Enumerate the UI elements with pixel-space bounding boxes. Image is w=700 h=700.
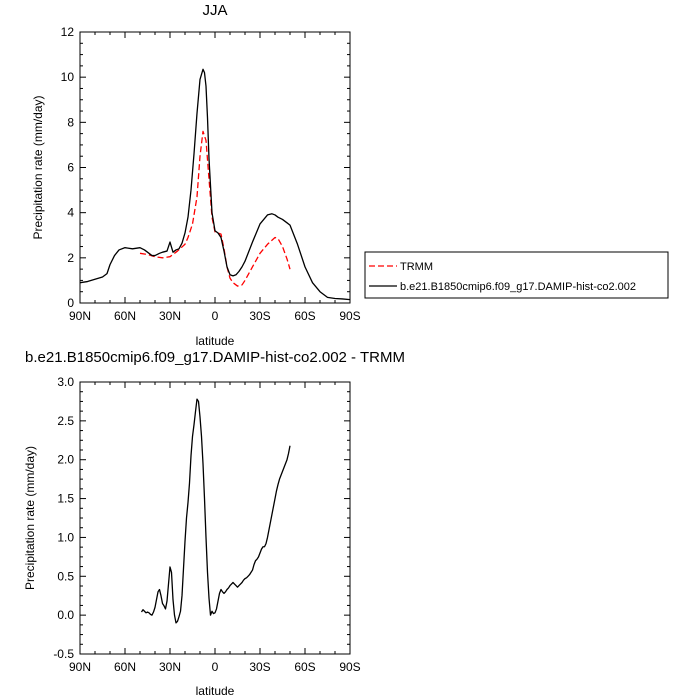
top-y-tick-label-2: 2 — [67, 251, 74, 265]
top-y-tick-label-10: 10 — [61, 70, 75, 84]
bottom-y-tick-label-2-0: 2.0 — [57, 453, 74, 467]
bottom-chart-title: b.e21.B1850cmip6.f09_g17.DAMIP-hist-co2.… — [25, 349, 405, 366]
top-x-tick-label-30s: 30S — [249, 309, 270, 323]
bottom-series-lines — [140, 398, 291, 624]
bottom-y-axis-label: Precipitation rate (mm/day) — [23, 446, 37, 590]
bottom-x-tick-label-60s: 60S — [294, 660, 315, 674]
bottom-x-tick-label-90s: 90S — [339, 660, 360, 674]
top-x-tick-label-60s: 60S — [294, 309, 315, 323]
top-y-tick-label-6: 6 — [67, 161, 74, 175]
legend-label-model: b.e21.B1850cmip6.f09_g17.DAMIP-hist-co2.… — [400, 281, 636, 293]
top-y-tick-label-4: 4 — [67, 206, 74, 220]
bottom-y-tick-label-1-5: 1.5 — [57, 492, 74, 506]
top-x-tick-label-0: 0 — [212, 309, 219, 323]
bottom-y-axis: -0.5 0.0 0.5 1.0 1.5 2.0 2.5 3.0 — [53, 375, 350, 661]
top-series-lines — [79, 68, 351, 301]
bottom-x-tick-label-30n: 30N — [159, 660, 181, 674]
top-y-axis-label: Precipitation rate (mm/day) — [31, 95, 45, 239]
top-chart-title: JJA — [202, 2, 227, 19]
top-x-axis-label: latitude — [196, 334, 235, 348]
bottom-y-tick-label-2-5: 2.5 — [57, 414, 74, 428]
legend-box — [364, 251, 669, 299]
bottom-y-tick-label-0-5: -0.5 — [53, 647, 74, 661]
bottom-x-axis-label: latitude — [196, 684, 235, 698]
top-y-tick-label-0: 0 — [67, 296, 74, 310]
top-y-tick-label-8: 8 — [67, 115, 74, 129]
bottom-y-tick-label-3-0: 3.0 — [57, 375, 74, 389]
top-y-tick-label-12: 12 — [61, 25, 75, 39]
top-series-trmm-line — [139, 130, 291, 287]
bottom-chart: b.e21.B1850cmip6.f09_g17.DAMIP-hist-co2.… — [23, 349, 405, 698]
top-x-tick-label-30n: 30N — [159, 309, 181, 323]
top-y-axis: 0 2 4 6 8 10 12 — [61, 25, 350, 310]
bottom-x-tick-label-30s: 30S — [249, 660, 270, 674]
top-series-b-e21-b1850cmip6-f09-g17-damip-hist-co2-002-line — [79, 68, 351, 301]
top-chart: JJA 90N 60N 30N 0 30S 60S 90S 0 2 4 6 8 10 12 latitu… — [31, 2, 669, 348]
bottom-x-tick-label-0: 0 — [212, 660, 219, 674]
legend-label-trmm: TRMM — [400, 261, 433, 273]
bottom-series-difference-line — [140, 398, 291, 624]
top-x-tick-label-90n: 90N — [69, 309, 91, 323]
top-x-tick-label-90s: 90S — [339, 309, 360, 323]
legend: TRMM b.e21.B1850cmip6.f09_g17.DAMIP-hist… — [364, 251, 669, 299]
bottom-y-tick-label-0-5: 0.5 — [57, 569, 74, 583]
bottom-x-tick-label-60n: 60N — [114, 660, 136, 674]
bottom-y-tick-label-0-0: 0.0 — [57, 608, 74, 622]
bottom-x-axis: 90N 60N 30N 0 30S 60S 90S — [69, 382, 361, 674]
top-x-tick-label-60n: 60N — [114, 309, 136, 323]
bottom-y-tick-label-1-0: 1.0 — [57, 530, 74, 544]
bottom-x-tick-label-90n: 90N — [69, 660, 91, 674]
top-plot-frame — [79, 31, 351, 304]
top-x-axis: 90N 60N 30N 0 30S 60S 90S — [69, 32, 361, 323]
